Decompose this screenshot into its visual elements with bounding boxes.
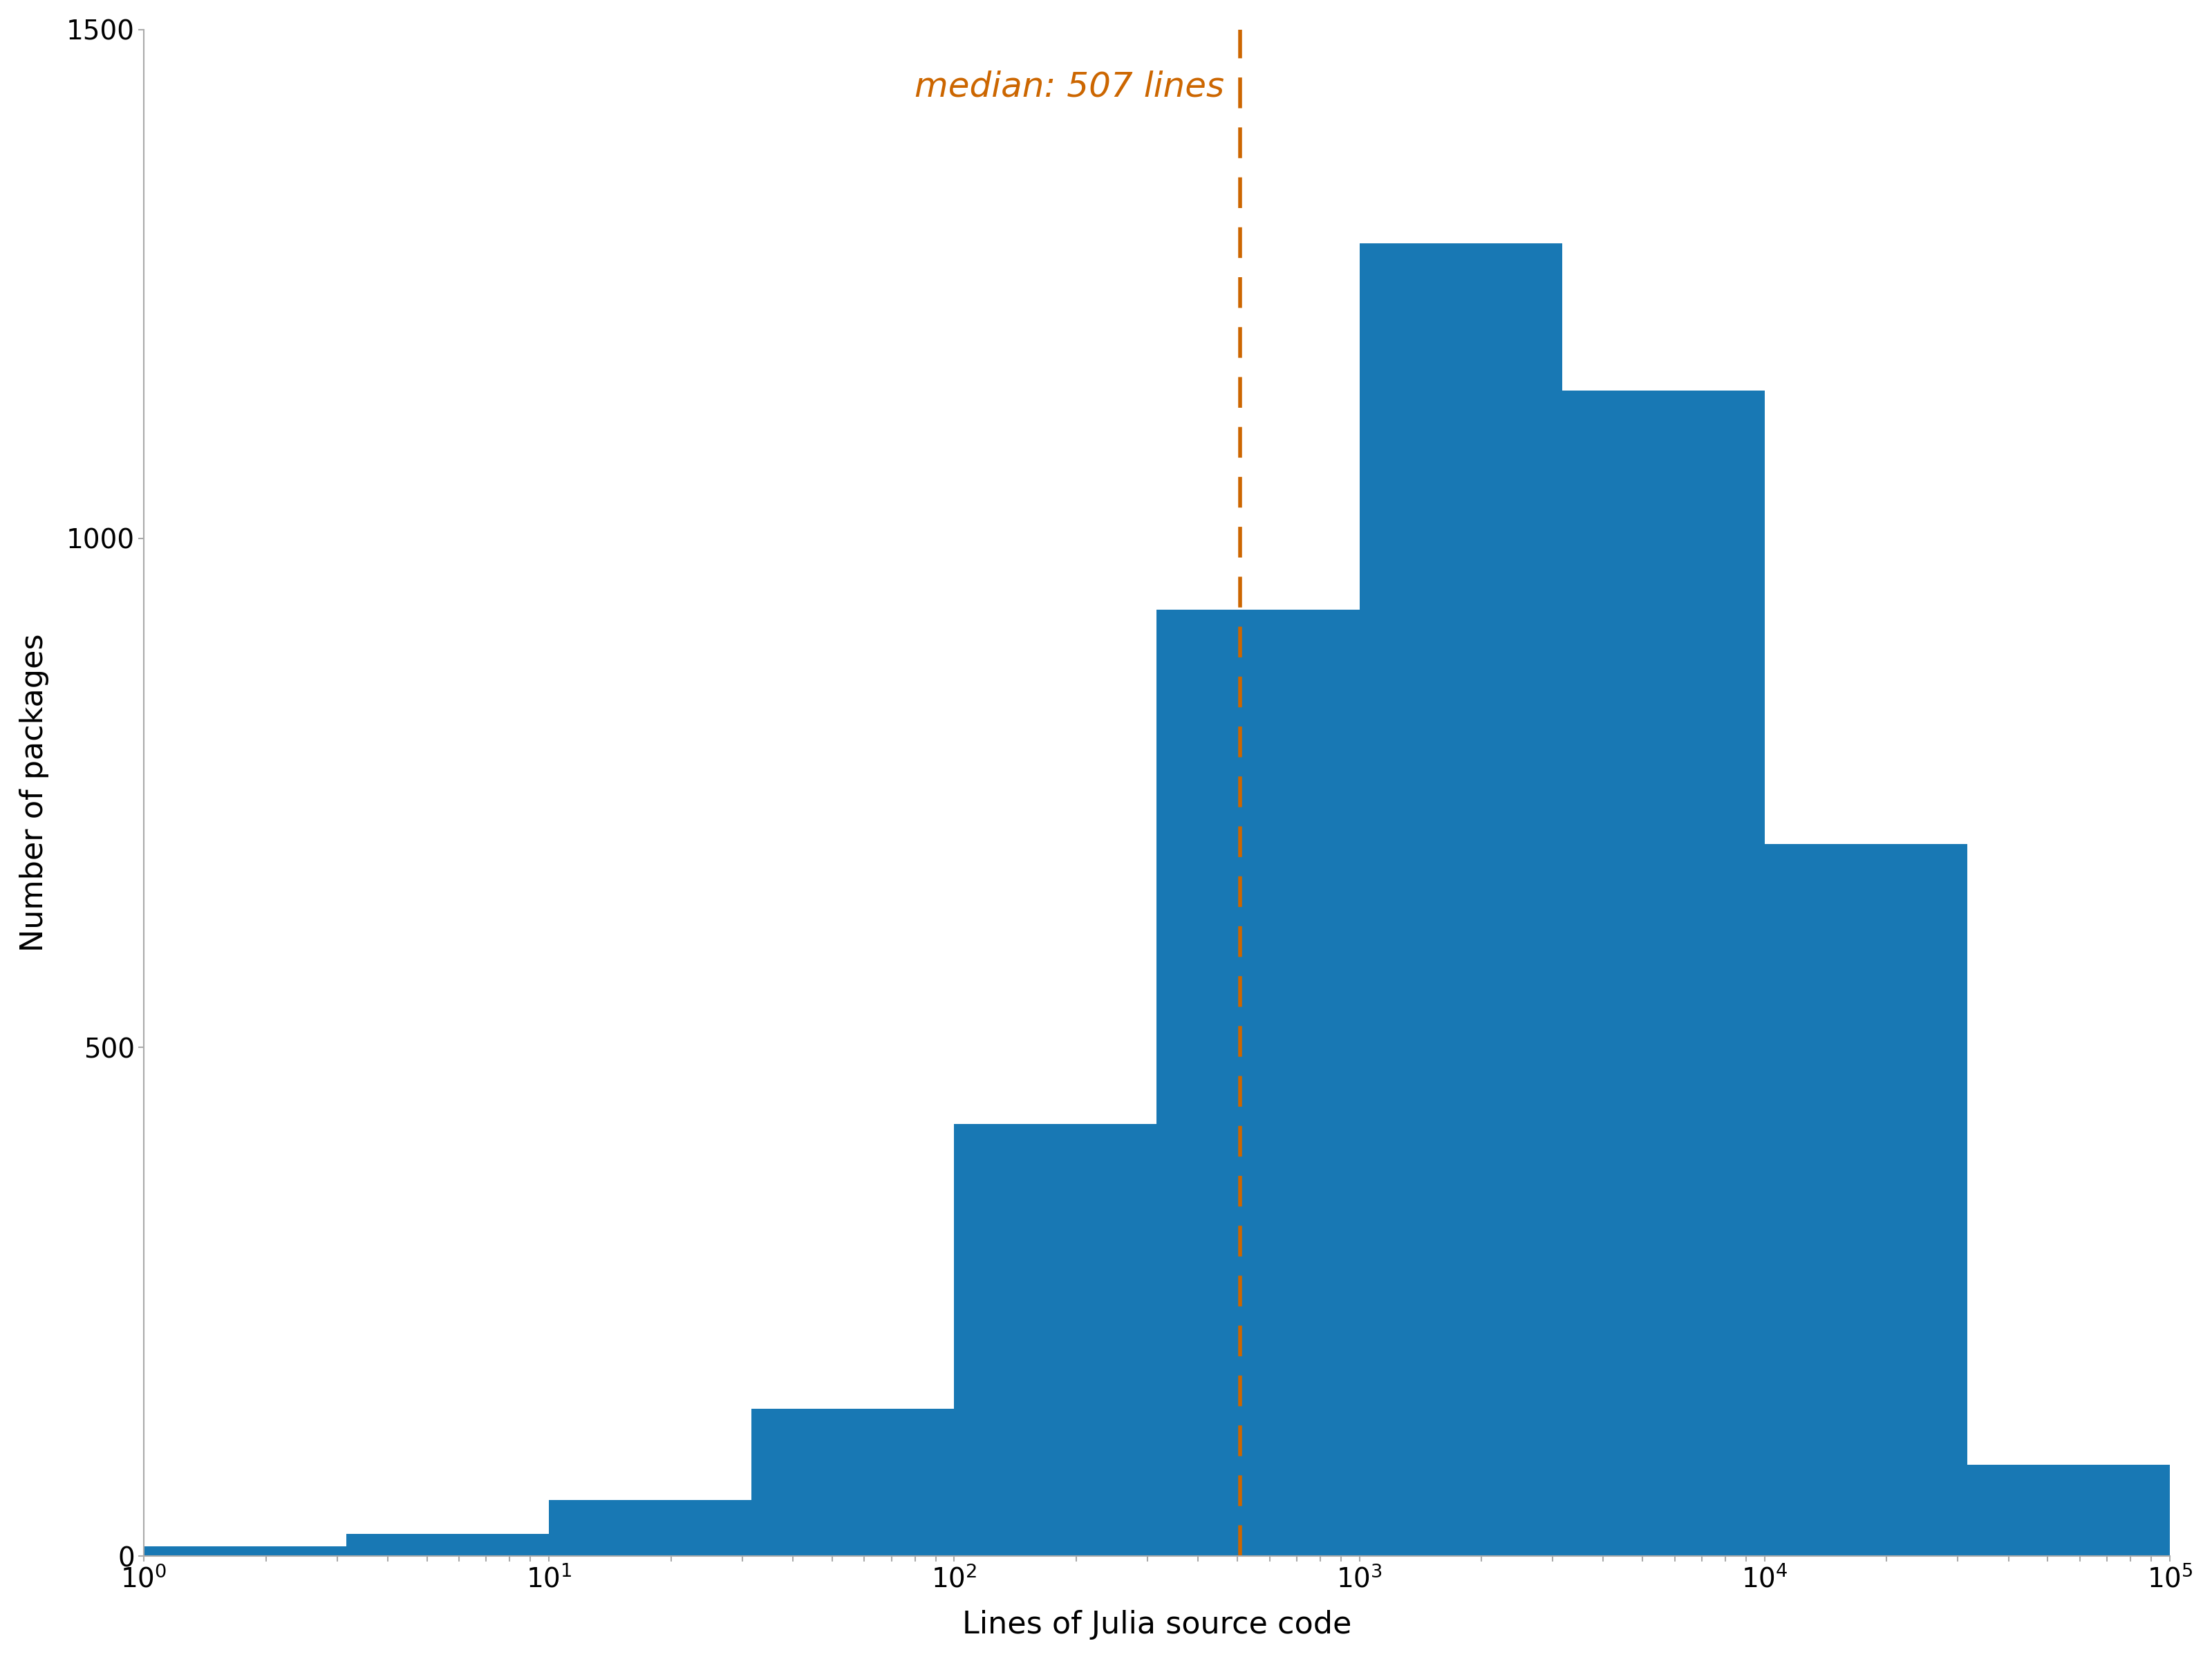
X-axis label: Lines of Julia source code: Lines of Julia source code	[962, 1611, 1352, 1639]
Bar	[1157, 611, 1360, 1556]
Bar	[549, 1500, 752, 1556]
Text: median: 507 lines: median: 507 lines	[916, 70, 1225, 103]
Bar	[1966, 1465, 2170, 1556]
Bar	[953, 1123, 1157, 1556]
Bar	[1765, 844, 1966, 1556]
Bar	[1562, 392, 1765, 1556]
Bar	[347, 1535, 549, 1556]
Bar	[752, 1408, 953, 1556]
Bar	[144, 1546, 347, 1556]
Bar	[1360, 244, 1562, 1556]
Y-axis label: Number of packages: Number of packages	[20, 634, 49, 952]
